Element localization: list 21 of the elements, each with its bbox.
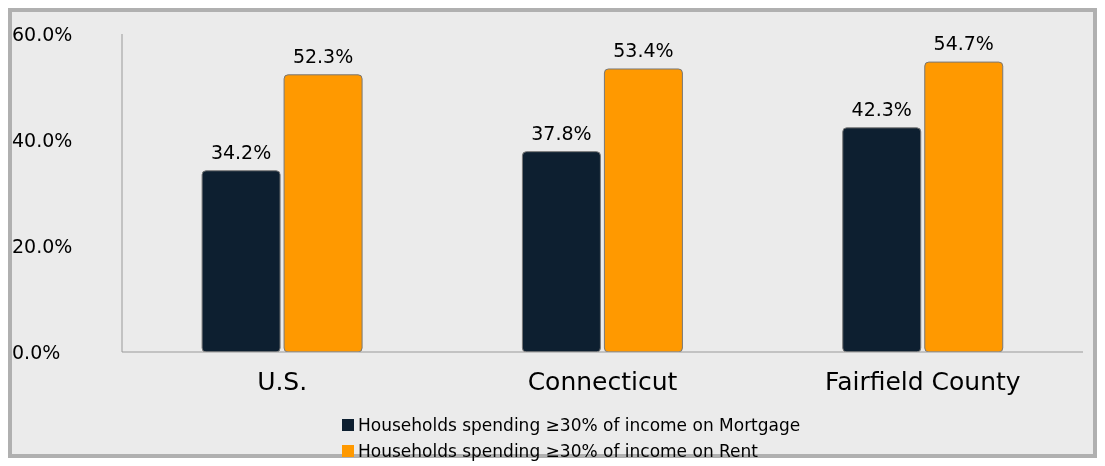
data-label: 52.3% [292,44,354,67]
y-tick-label: 60.0% [12,22,73,45]
data-label: 54.7% [933,32,994,55]
x-tick-label: U.S. [257,366,308,396]
bar [201,170,281,352]
data-label: 53.4% [613,38,674,61]
bar [842,127,922,352]
bar [603,68,683,352]
legend-label: Households spending ≥30% of income on Rent [358,440,759,463]
x-tick-label: Fairfield County [825,366,1021,396]
y-tick-label: 20.0% [12,234,73,257]
data-label: 37.8% [531,121,592,144]
y-tick-label: 40.0% [12,128,73,151]
x-tick-label: Connecticut [527,366,678,396]
legend-label: Households spending ≥30% of income on Mortgage [358,414,801,437]
y-tick-label: 0.0% [12,340,61,363]
data-label: 42.3% [851,97,912,120]
bar [283,74,363,352]
data-label: 34.2% [210,140,272,163]
bar [924,61,1004,352]
bar [521,151,601,352]
